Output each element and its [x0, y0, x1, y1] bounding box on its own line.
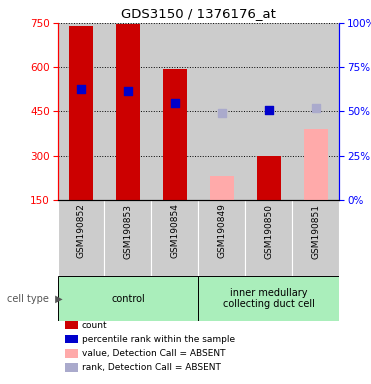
Title: GDS3150 / 1376176_at: GDS3150 / 1376176_at — [121, 7, 276, 20]
Bar — [210, 176, 234, 200]
Bar — [246, 200, 292, 276]
Bar — [246, 23, 292, 200]
Bar — [292, 23, 339, 200]
Bar — [58, 23, 105, 200]
Text: value, Detection Call = ABSENT: value, Detection Call = ABSENT — [82, 349, 225, 358]
Point — [219, 110, 225, 116]
Bar — [304, 129, 328, 200]
Text: GSM190853: GSM190853 — [124, 204, 132, 258]
Bar — [292, 200, 339, 276]
Point — [313, 104, 319, 111]
Point — [172, 99, 178, 106]
Text: rank, Detection Call = ABSENT: rank, Detection Call = ABSENT — [82, 363, 220, 372]
Bar — [105, 23, 151, 200]
Text: percentile rank within the sample: percentile rank within the sample — [82, 335, 235, 344]
Text: GSM190851: GSM190851 — [312, 204, 321, 258]
Text: GSM190850: GSM190850 — [265, 204, 273, 258]
Bar — [69, 26, 93, 200]
Text: GSM190849: GSM190849 — [217, 204, 226, 258]
Bar — [58, 276, 198, 321]
Bar — [105, 200, 151, 276]
Point — [125, 88, 131, 94]
Text: cell type  ▶: cell type ▶ — [7, 293, 63, 304]
Bar — [198, 276, 339, 321]
Bar — [257, 156, 281, 200]
Bar — [58, 200, 105, 276]
Point — [266, 107, 272, 113]
Text: control: control — [111, 293, 145, 304]
Text: GSM190852: GSM190852 — [76, 204, 85, 258]
Text: inner medullary
collecting duct cell: inner medullary collecting duct cell — [223, 288, 315, 310]
Point — [78, 86, 84, 92]
Bar — [151, 200, 198, 276]
Bar — [198, 200, 246, 276]
Text: GSM190854: GSM190854 — [171, 204, 180, 258]
Bar — [163, 69, 187, 200]
Bar — [198, 23, 246, 200]
Text: count: count — [82, 321, 107, 330]
Bar — [151, 23, 198, 200]
Bar — [116, 24, 140, 200]
